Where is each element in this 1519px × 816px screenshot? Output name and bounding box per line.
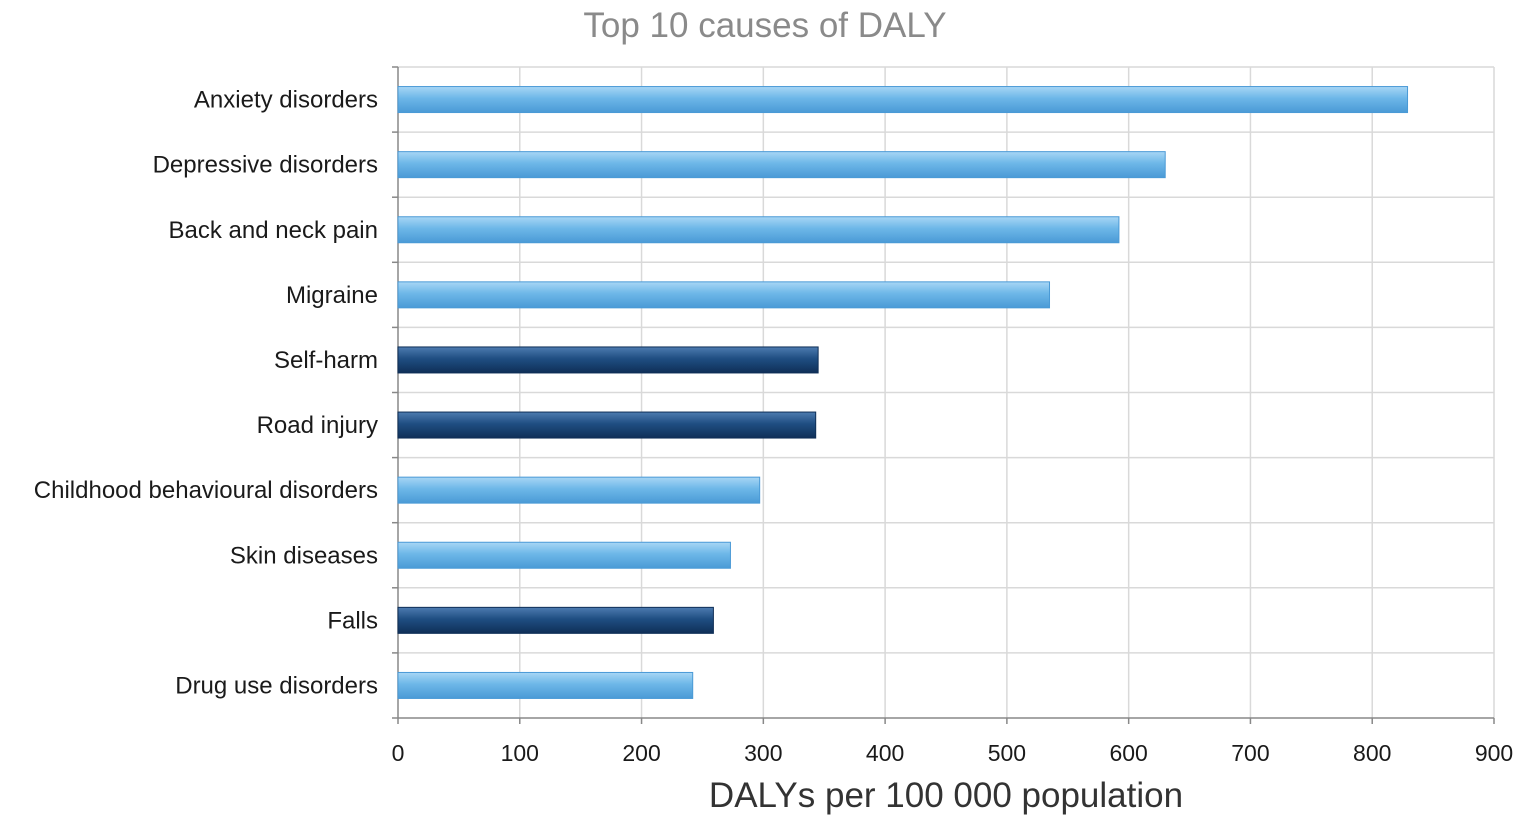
category-label: Falls <box>327 607 378 634</box>
x-tick-labels: 0 100 200 300 400 500 600 700 800 900 <box>392 740 1514 766</box>
x-axis-title: DALYs per 100 000 population <box>708 776 1184 815</box>
x-tick-label: 500 <box>988 740 1026 766</box>
category-label: Self-harm <box>274 347 378 374</box>
bar-drug-use-disorders <box>397 671 694 699</box>
bars <box>397 86 1409 699</box>
category-label: Drug use disorders <box>175 672 378 699</box>
category-label: Migraine <box>286 282 378 309</box>
category-label: Depressive disorders <box>153 152 378 179</box>
x-tick-label: 900 <box>1475 740 1513 766</box>
x-tick-label: 800 <box>1353 740 1391 766</box>
x-tick-label: 300 <box>744 740 782 766</box>
chart-title: Top 10 causes of DALY <box>583 6 947 45</box>
category-label: Back and neck pain <box>169 217 378 244</box>
x-tick-label: 100 <box>501 740 539 766</box>
bar-anxiety-disorders <box>397 86 1409 114</box>
bar-skin-diseases <box>397 541 731 569</box>
bar-self-harm <box>397 346 819 374</box>
bar-depressive-disorders <box>397 151 1166 179</box>
bar-childhood-behavioural-disorders <box>397 476 761 504</box>
category-labels: Anxiety disorders Depressive disorders Bac… <box>34 87 378 700</box>
x-tick-label: 700 <box>1231 740 1269 766</box>
bar-back-and-neck-pain <box>397 216 1120 244</box>
category-label: Anxiety disorders <box>194 87 378 114</box>
bar-road-injury <box>397 411 817 439</box>
category-label: Skin diseases <box>230 542 378 569</box>
category-label: Road injury <box>257 412 378 439</box>
x-tick-label: 200 <box>622 740 660 766</box>
x-tick-label: 0 <box>392 740 405 766</box>
bar-migraine <box>397 281 1051 309</box>
x-tick-label: 400 <box>866 740 904 766</box>
x-tick-label: 600 <box>1109 740 1147 766</box>
bar-falls <box>397 606 714 634</box>
category-label: Childhood behavioural disorders <box>34 477 378 504</box>
